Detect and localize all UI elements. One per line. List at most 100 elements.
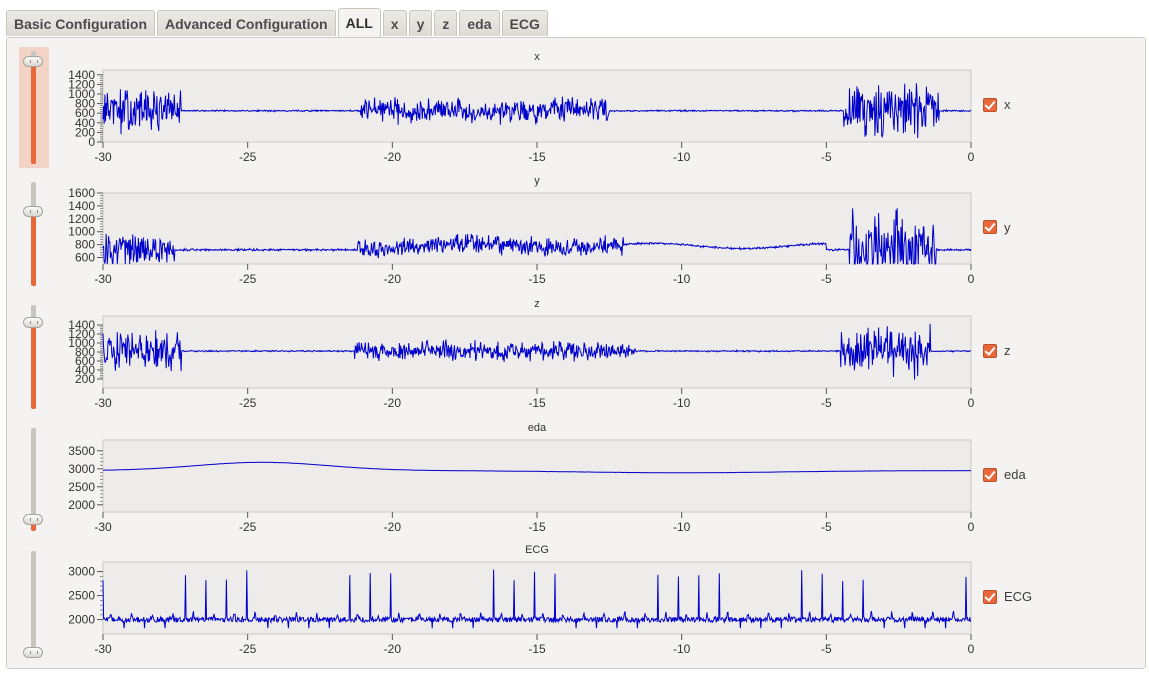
slider-handle[interactable] [23,316,43,328]
y-tick-label: 2000 [68,498,95,512]
series-line-x [102,83,972,139]
x-tick-label: -5 [821,520,832,534]
x-tick-label: -30 [94,272,112,286]
chart-title-eda: eda [528,422,547,434]
checkbox-z-box[interactable] [983,343,997,358]
scale-slider-eda[interactable] [19,424,49,535]
slider-track [31,551,36,655]
x-tick-label: -15 [528,272,546,286]
tab-basic-configuration[interactable]: Basic Configuration [6,10,156,36]
x-tick-label: 0 [968,150,975,164]
scale-slider-y[interactable] [19,178,49,290]
y-tick-label: 1400 [68,318,95,332]
x-tick-label: -5 [821,150,832,164]
tab-z[interactable]: z [434,10,458,36]
slider-handle[interactable] [23,206,43,217]
tab-y[interactable]: y [408,10,433,36]
x-tick-label: -25 [239,642,257,656]
scale-slider-x[interactable] [19,47,49,168]
checkbox-y-box[interactable] [983,220,997,234]
tab-ecg[interactable]: ECG [501,10,548,36]
tab-bar: Basic Configuration Advanced Configuratio… [6,8,550,37]
plot-area-ecg [102,561,972,635]
tab-advanced-configuration[interactable]: Advanced Configuration [157,10,336,36]
chart-title-x: x [534,51,540,63]
x-tick-label: -25 [239,272,257,286]
x-tick-label: -25 [239,520,257,534]
y-tick-label: 800 [75,97,95,111]
checkbox-x-box[interactable] [983,97,997,112]
y-tick-label: 1000 [68,336,95,350]
scale-slider-z[interactable] [19,301,49,413]
slider-fill [31,518,36,531]
y-tick-label: 200 [75,372,95,386]
plot-area-eda [102,439,972,513]
x-tick-label: 0 [968,520,975,534]
y-tick-label: 1000 [68,87,95,101]
series-line-z [102,323,971,380]
y-tick-label: 2000 [68,613,95,627]
y-tick-label: 1200 [68,327,95,341]
series-line-eda [103,461,971,474]
y-tick-label: 3000 [68,462,95,476]
checkbox-z[interactable]: z [983,343,1011,358]
tab-all[interactable]: ALL [337,8,381,37]
y-tick-label: 1000 [68,225,95,239]
x-tick-label: -10 [673,396,691,410]
checkbox-ecg[interactable]: ECG [983,589,1032,604]
y-tick-label: 600 [75,106,95,120]
slider-handle[interactable] [23,513,43,525]
slider-track [31,428,36,531]
slider-handle[interactable] [23,56,43,68]
x-tick-label: -15 [528,150,546,164]
checkbox-ecg-box[interactable] [983,589,997,604]
x-tick-label: 0 [968,272,975,286]
y-tick-label: 1400 [68,68,95,82]
y-tick-label: 600 [75,251,95,265]
checkbox-ecg-label: ECG [1004,589,1033,604]
x-tick-label: -30 [94,642,112,656]
x-tick-label: 0 [968,396,975,410]
y-tick-label: 1200 [68,77,95,91]
plot-area-x [102,69,972,143]
chart-title-y: y [534,175,540,187]
plot-area-y [102,192,972,265]
chart-ecg: ECG 3000 2500 2000 -30 -25 -20 -15 -10 -5 0 [68,544,974,656]
x-tick-label: -5 [821,642,832,656]
checkbox-z-label: z [1004,343,1011,358]
tab-eda[interactable]: eda [459,10,500,36]
x-tick-label: -10 [673,642,691,656]
slider-fill [31,321,36,409]
x-tick-label: -30 [94,396,112,410]
y-tick-label: 400 [75,116,95,130]
x-tick-label: -15 [528,642,546,656]
plot-area-z [102,315,972,389]
x-tick-label: -10 [673,150,691,164]
y-tick-label: 0 [88,135,95,149]
checkbox-x[interactable]: x [983,97,1011,112]
x-tick-label: -20 [384,396,402,410]
checkbox-x-label: x [1004,97,1011,112]
scale-slider-ecg[interactable] [19,547,49,659]
y-tick-label: 3500 [68,444,95,458]
tab-x[interactable]: x [382,10,407,36]
x-tick-label: -15 [528,520,546,534]
y-tick-label: 1400 [68,199,95,213]
x-tick-label: -20 [384,150,402,164]
x-tick-label: -25 [239,150,257,164]
y-tick-label: 800 [75,345,95,359]
checkbox-eda[interactable]: eda [983,467,1026,482]
x-tick-label: -20 [384,520,402,534]
checkbox-y[interactable]: y [983,220,1011,235]
y-tick-label: 800 [75,238,95,252]
x-tick-label: 0 [968,642,975,656]
y-tick-label: 1600 [68,186,95,200]
checkbox-eda-box[interactable] [983,467,997,482]
x-tick-label: -10 [673,520,691,534]
slider-handle[interactable] [23,647,43,658]
chart-title-z: z [534,298,540,310]
x-tick-label: -20 [384,272,402,286]
